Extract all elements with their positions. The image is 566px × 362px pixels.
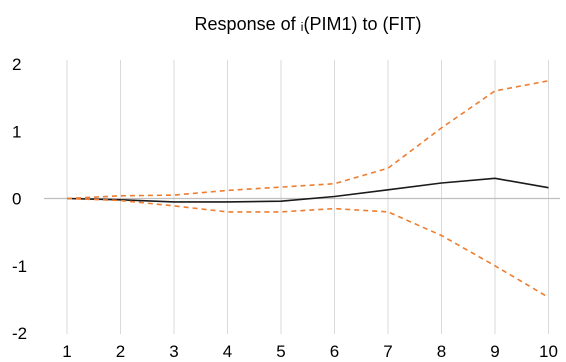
x-tick-label: 7 — [383, 342, 392, 361]
x-tick-label: 4 — [223, 342, 232, 361]
x-tick-label: 3 — [169, 342, 178, 361]
series-lines — [66, 80, 549, 299]
y-tick-label: -2 — [12, 324, 27, 343]
x-tick-label: 2 — [116, 342, 125, 361]
y-tick-label: 1 — [12, 122, 21, 141]
y-tick-label: 2 — [12, 55, 21, 74]
series-line-lower — [66, 197, 549, 299]
gridlines — [44, 60, 560, 334]
chart-title: Response of ᵢ(PIM1) to (FIT) — [195, 14, 422, 34]
axis-labels: 1 2 3 4 5 6 7 8 9 10 -2 -1 0 1 2 — [12, 55, 558, 361]
series-line-response — [66, 177, 549, 203]
x-tick-label: 5 — [276, 342, 285, 361]
y-tick-label: -1 — [12, 257, 27, 276]
x-tick-label: 8 — [437, 342, 446, 361]
x-tick-label: 9 — [490, 342, 499, 361]
x-tick-label: 6 — [330, 342, 339, 361]
x-tick-label: 1 — [62, 342, 71, 361]
x-tick-label: 10 — [539, 342, 558, 361]
series-line-upper — [66, 80, 549, 200]
y-tick-label: 0 — [12, 190, 21, 209]
